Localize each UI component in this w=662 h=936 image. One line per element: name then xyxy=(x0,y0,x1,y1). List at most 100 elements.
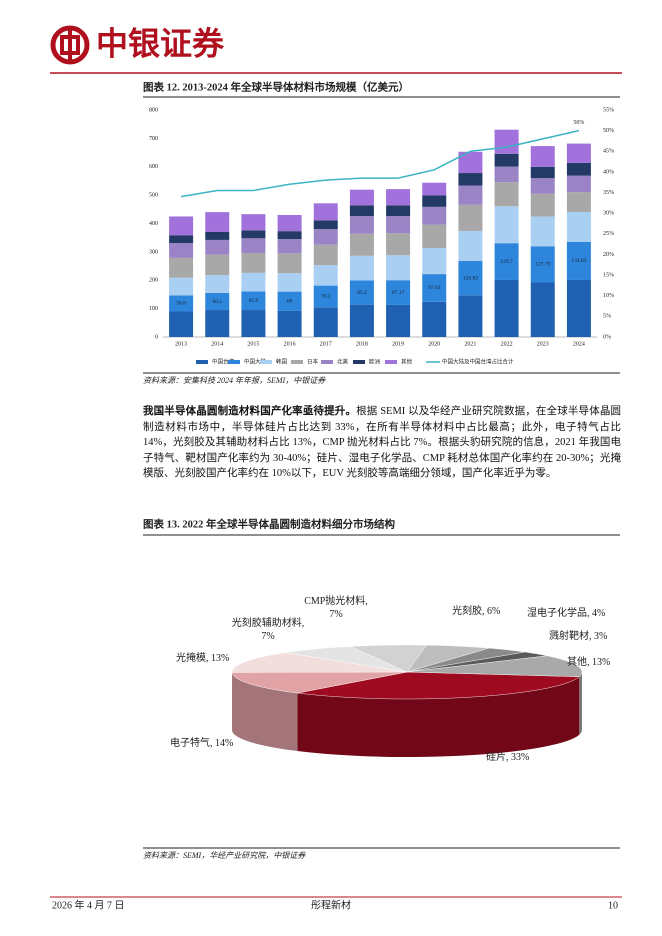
pie-label: 湿电子化学品, 4% xyxy=(527,608,606,619)
legend-label: 中国大陆及中国台湾占比合计 xyxy=(442,357,514,365)
pie-slice xyxy=(297,671,580,700)
bar-segment xyxy=(205,239,230,255)
y-tick-label: 200 xyxy=(149,278,158,284)
y2-tick-label: 50% xyxy=(603,128,614,134)
legend-marker xyxy=(228,360,240,364)
legend-label: 中国大陆 xyxy=(244,357,267,365)
brand: 中银证券 xyxy=(96,25,225,61)
pie-side xyxy=(297,676,580,757)
bar-segment xyxy=(205,310,230,337)
bar-segment xyxy=(241,310,266,337)
bar-segment xyxy=(386,233,411,256)
bar-value: 134.63 xyxy=(571,258,586,264)
y-tick-label: 700 xyxy=(149,136,158,142)
bar-segment xyxy=(422,182,447,196)
source: 资料来源：SEMI，华经产业研究院，中银证券 xyxy=(143,851,306,860)
y-tick-label: 600 xyxy=(149,164,158,170)
bar-segment xyxy=(386,205,411,217)
bar-segment xyxy=(530,216,555,247)
y2-tick-label: 20% xyxy=(603,252,614,258)
y2-tick-label: 45% xyxy=(603,149,614,155)
legend-marker xyxy=(321,360,333,364)
bar-segment xyxy=(205,231,230,240)
x-tick-label: 2018 xyxy=(356,341,368,347)
bar-segment xyxy=(494,279,519,337)
paragraph-lead: 我国半导体晶圆制造材料国产化率亟待提升。 xyxy=(143,406,357,417)
bar-segment xyxy=(422,206,447,225)
legend-label: 韩国 xyxy=(276,357,288,365)
bar-segment xyxy=(277,291,302,311)
bar-segment xyxy=(458,173,483,186)
bar-segment xyxy=(566,162,591,176)
bar-segment xyxy=(458,204,483,231)
source: 资料来源：安集科技 2024 年年报，SEMI，中银证券 xyxy=(143,376,326,385)
bar-segment xyxy=(530,166,555,179)
bar-value: 120.82 xyxy=(463,275,478,281)
x-tick-label: 2013 xyxy=(175,341,187,347)
pie-label: 其他, 13% xyxy=(567,657,611,668)
bar-segment xyxy=(494,153,519,167)
bar-segment xyxy=(205,275,230,293)
bar-segment xyxy=(169,216,194,236)
pie-label: 硅片, 33% xyxy=(486,752,530,763)
bar-segment xyxy=(530,246,555,283)
x-tick-label: 2015 xyxy=(247,341,259,347)
bar-segment xyxy=(169,243,194,258)
legend-label: 其他 xyxy=(401,357,413,365)
bar-value: 60.1 xyxy=(212,299,222,305)
bar-segment xyxy=(205,292,230,311)
bar-segment xyxy=(458,261,483,296)
chart-title: 图表 12. 2013-2024 年全球半导体材料市场规模（亿美元） xyxy=(143,80,409,93)
bar-segment xyxy=(349,255,374,281)
bar-value: 68 xyxy=(287,299,293,305)
bar-segment xyxy=(241,272,266,292)
bar-segment xyxy=(349,216,374,234)
bar-segment xyxy=(313,285,338,308)
pie-slice xyxy=(285,646,408,673)
y-tick-label: 400 xyxy=(149,221,158,227)
x-tick-label: 2014 xyxy=(211,341,223,347)
line-series xyxy=(180,129,580,198)
legend-marker xyxy=(385,360,397,364)
x-tick-label: 2019 xyxy=(392,341,404,347)
bar-segment xyxy=(169,277,194,296)
bar-segment xyxy=(241,253,266,273)
bar-segment xyxy=(205,254,230,276)
bar-segment xyxy=(241,291,266,311)
bar-segment xyxy=(349,205,374,217)
bar-segment xyxy=(277,253,302,274)
bar-segment xyxy=(494,166,519,183)
footer-date: 2026 年 4 月 7 日 xyxy=(52,898,125,911)
bar-segment xyxy=(169,257,194,278)
bar-segment xyxy=(313,220,338,230)
bar-segment xyxy=(386,304,411,337)
y2-tick-label: 25% xyxy=(603,231,614,237)
y2-tick-label: 40% xyxy=(603,169,614,175)
bar-segment xyxy=(422,301,447,337)
bar-segment xyxy=(494,243,519,280)
legend-marker xyxy=(353,360,365,364)
bar-segment xyxy=(494,206,519,244)
bar-segment xyxy=(169,311,194,337)
bar-value: 129.7 xyxy=(500,259,513,265)
bar-value: 56.8 xyxy=(176,301,186,307)
bar-segment xyxy=(458,295,483,337)
bar-segment xyxy=(277,310,302,337)
y2-tick-label: 10% xyxy=(603,293,614,299)
bar-segment xyxy=(313,229,338,245)
bar-segment xyxy=(566,143,591,163)
bar-value: 76.2 xyxy=(321,294,331,300)
x-tick-label: 2016 xyxy=(284,341,296,347)
paragraph: 我国半导体晶圆制造材料国产化率亟待提升。根据 SEMI 以及华经产业研究院数据，… xyxy=(143,404,621,482)
y2-tick-label: 5% xyxy=(603,314,611,320)
y-tick-label: 300 xyxy=(149,249,158,255)
pie-label: 光刻胶, 6% xyxy=(452,606,501,617)
x-tick-label: 2020 xyxy=(428,341,440,347)
y2-tick-label: 35% xyxy=(603,190,614,196)
bar-segment xyxy=(277,239,302,254)
bar-segment xyxy=(349,280,374,305)
bar-value: 65.9 xyxy=(249,298,259,304)
bar-segment xyxy=(313,203,338,221)
bar-segment xyxy=(422,195,447,207)
